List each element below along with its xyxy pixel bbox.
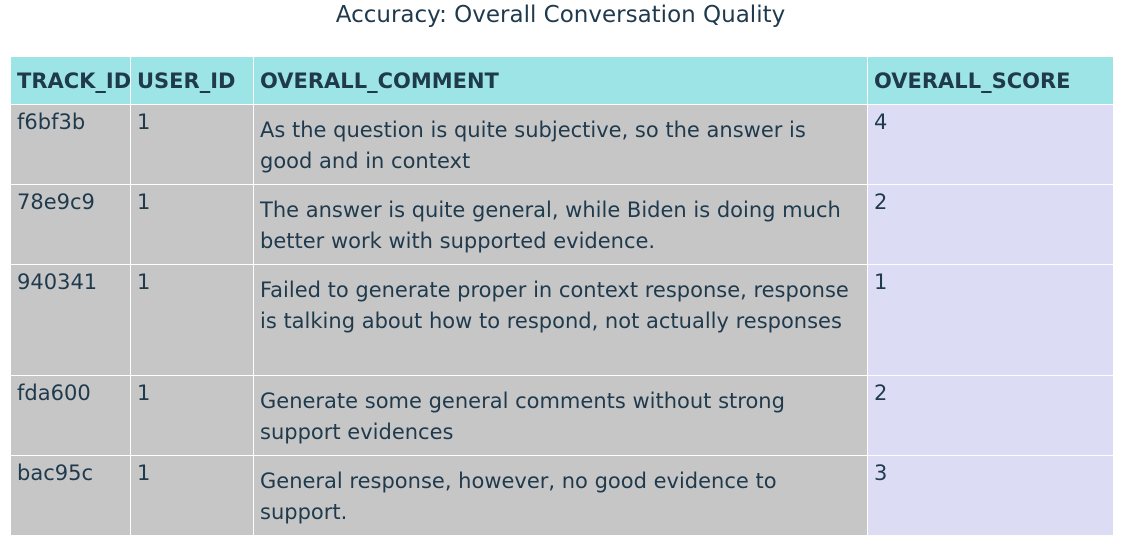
track-id-cell: 940341 <box>10 264 131 376</box>
column-header-user-id: USER_ID <box>130 56 254 105</box>
overall-score-cell: 2 <box>867 375 1114 456</box>
table-body: f6bf3b 1 As the question is quite subjec… <box>10 104 1114 536</box>
user-id-cell: 1 <box>130 455 254 536</box>
track-id-cell: f6bf3b <box>10 104 131 185</box>
table-header: TRACK_ID USER_ID OVERALL_COMMENT OVERALL… <box>10 56 1114 105</box>
track-id-cell: 78e9c9 <box>10 184 131 265</box>
chart-title: Accuracy: Overall Conversation Quality <box>335 2 786 28</box>
overall-score-cell: 4 <box>867 104 1114 185</box>
overall-comment-cell: Failed to generate proper in context res… <box>253 264 868 376</box>
overall-comment-cell: The answer is quite general, while Biden… <box>253 184 868 265</box>
column-header-track-id: TRACK_ID <box>10 56 131 105</box>
user-id-cell: 1 <box>130 264 254 376</box>
overall-comment-cell: As the question is quite subjective, so … <box>253 104 868 185</box>
table-row: f6bf3b 1 As the question is quite subjec… <box>10 104 1114 185</box>
overall-score-cell: 1 <box>867 264 1114 376</box>
overall-comment-cell: General response, however, no good evide… <box>253 455 868 536</box>
table-row: 78e9c9 1 The answer is quite general, wh… <box>10 184 1114 265</box>
overall-score-cell: 2 <box>867 184 1114 265</box>
user-id-cell: 1 <box>130 375 254 456</box>
table-row: bac95c 1 General response, however, no g… <box>10 455 1114 536</box>
overall-comment-cell: Generate some general comments without s… <box>253 375 868 456</box>
overall-score-cell: 3 <box>867 455 1114 536</box>
user-id-cell: 1 <box>130 184 254 265</box>
table-row: fda600 1 Generate some general comments … <box>10 375 1114 456</box>
column-header-overall-comment: OVERALL_COMMENT <box>253 56 868 105</box>
header-row: TRACK_ID USER_ID OVERALL_COMMENT OVERALL… <box>10 56 1114 105</box>
data-table: TRACK_ID USER_ID OVERALL_COMMENT OVERALL… <box>10 56 1114 536</box>
track-id-cell: bac95c <box>10 455 131 536</box>
track-id-cell: fda600 <box>10 375 131 456</box>
table-row: 940341 1 Failed to generate proper in co… <box>10 264 1114 376</box>
user-id-cell: 1 <box>130 104 254 185</box>
column-header-overall-score: OVERALL_SCORE <box>867 56 1114 105</box>
